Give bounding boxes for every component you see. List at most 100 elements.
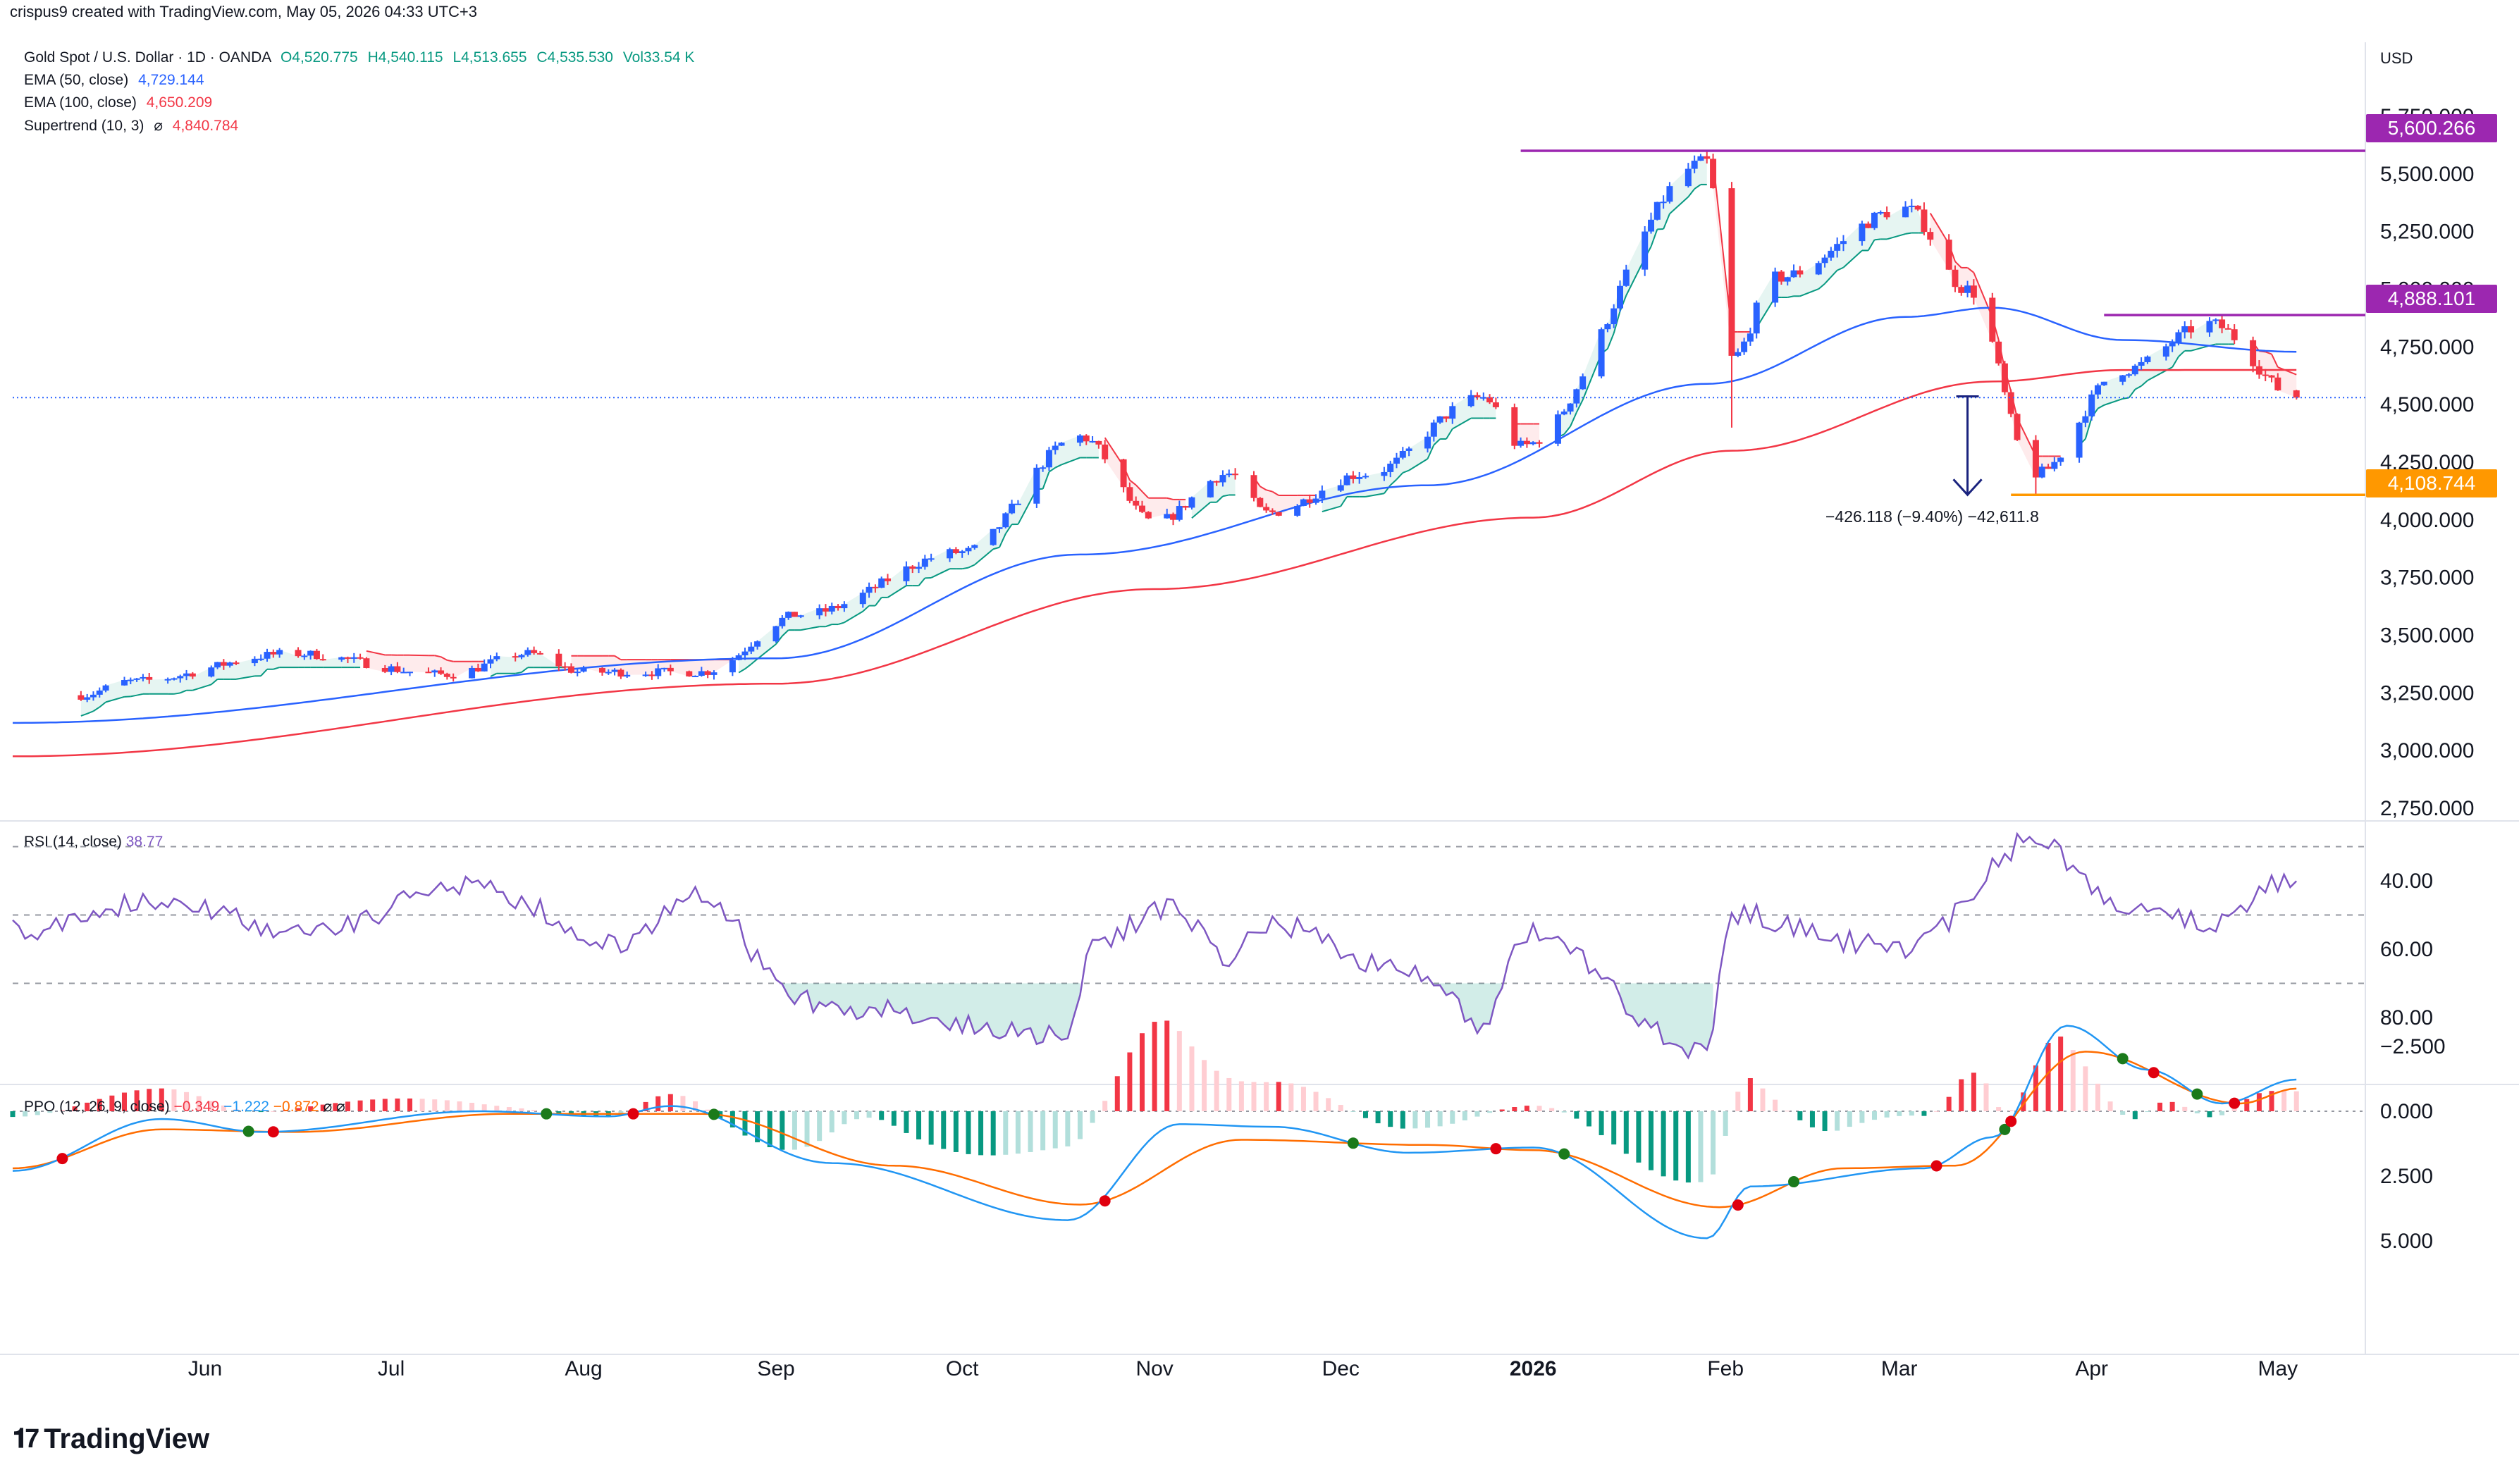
ppo-cross-dot: [541, 1108, 553, 1120]
supertrend-visibility-icon[interactable]: ⌀: [154, 118, 163, 134]
ppo-histogram-bar: [2120, 1111, 2126, 1115]
candle-body: [562, 666, 569, 668]
supertrend-layer: [80, 156, 2297, 717]
supertrend-line: [918, 577, 926, 586]
ppo-histogram-bar: [2157, 1102, 2163, 1111]
ema100-legend[interactable]: EMA (100, close) 4,650.209: [24, 94, 212, 111]
supertrend-fill: [1669, 168, 1689, 214]
ppo-histogram-bar: [134, 1090, 140, 1111]
ppo-value-1: −0.349: [173, 1099, 220, 1115]
candle-body: [1691, 161, 1698, 169]
supertrend-legend[interactable]: Supertrend (10, 3) ⌀ 4,840.784: [24, 117, 238, 135]
ppo-cross-dot: [1558, 1148, 1570, 1160]
candle-body: [698, 671, 705, 676]
ppo-histogram-bar: [1202, 1060, 1207, 1111]
ppo-signal-line: [12, 1051, 2297, 1208]
ppo-cross-dot: [708, 1108, 720, 1120]
supertrend-fill: [173, 676, 180, 694]
ppo-histogram-bar: [2269, 1091, 2274, 1111]
supertrend-line: [130, 694, 137, 698]
ema50-line: [13, 307, 2297, 724]
time-tick-label: Nov: [1135, 1357, 1173, 1380]
supertrend-line: [1824, 276, 1832, 285]
candle-body: [1604, 324, 1611, 330]
ppo-histogram-bar: [357, 1100, 363, 1111]
candle-body: [257, 658, 264, 660]
ppo-histogram-bar: [506, 1107, 512, 1111]
supertrend-fill: [2042, 456, 2049, 469]
candle-body: [1045, 450, 1052, 468]
candle-body: [474, 667, 481, 672]
candle-body: [2255, 366, 2262, 375]
ppo-histogram-bar: [333, 1103, 338, 1111]
candle-body: [741, 651, 749, 655]
candle-body: [1486, 397, 1493, 403]
ppo-histogram-bar: [2169, 1101, 2175, 1111]
ppo-histogram-bar: [1003, 1111, 1009, 1155]
supertrend-fill: [1086, 440, 1093, 458]
supertrend-fill: [1582, 329, 1602, 400]
ppo-histogram-bar: [1884, 1111, 1890, 1118]
supertrend-line: [1004, 524, 1013, 534]
candle-body: [127, 679, 134, 681]
supertrend-line: [490, 672, 498, 677]
supertrend-fill: [453, 661, 472, 679]
candle-body: [816, 608, 823, 616]
supertrend-line: [1886, 233, 1906, 240]
supertrend-line: [744, 663, 752, 670]
supertrend-fill: [1272, 491, 1279, 516]
ppo-histogram-bar: [283, 1109, 288, 1111]
supertrend-line: [862, 605, 870, 612]
supertrend-fill: [1477, 397, 1484, 419]
candle-body: [2219, 319, 2226, 328]
candle-body: [704, 671, 711, 675]
time-tick-label: Feb: [1707, 1357, 1744, 1380]
candle-body: [859, 593, 866, 605]
ppo-histogram-bar: [1921, 1111, 1927, 1116]
supertrend-fill: [2017, 418, 2036, 478]
ppo-histogram-bar: [953, 1111, 959, 1152]
symbol-legend[interactable]: Gold Spot / U.S. Dollar · 1D · OANDA O4,…: [24, 49, 694, 66]
ppo-histogram-bar: [47, 1111, 53, 1113]
rsi-legend[interactable]: RSI (14, close) 38.77: [24, 834, 163, 851]
ppo-histogram-bar: [2095, 1083, 2100, 1111]
candle-body: [313, 650, 320, 660]
candle-body: [338, 657, 345, 660]
candle-body: [2206, 321, 2213, 333]
supertrend-fill: [186, 673, 193, 691]
supertrend-fill: [341, 657, 348, 668]
supertrend-line: [1575, 400, 1584, 413]
ppo-histogram-bar: [23, 1111, 28, 1117]
measure-label: −426.118 (−9.40%) −42,611.8: [1825, 507, 2039, 526]
ppo-cross-dot: [1099, 1195, 1111, 1207]
ppo-visibility-icon-2[interactable]: ⌀: [335, 1099, 345, 1115]
supertrend-line: [1365, 493, 1385, 497]
ppo-visibility-icon[interactable]: ⌀: [323, 1099, 333, 1115]
time-tick-label: Oct: [946, 1357, 979, 1380]
ppo-histogram-bar: [829, 1111, 834, 1133]
ema50-legend[interactable]: EMA (50, close) 4,729.144: [24, 72, 204, 89]
candle-body: [493, 656, 500, 660]
supertrend-line: [1042, 471, 1050, 490]
time-tick-label: Mar: [1881, 1357, 1918, 1380]
supertrend-fill: [1533, 423, 1540, 444]
price-tick-label: 3,250.000: [2380, 681, 2474, 705]
ppo-histogram-bar: [2182, 1106, 2188, 1111]
ppo-histogram-bar: [1226, 1077, 1232, 1111]
tradingview-logo[interactable]: 𝟏7 TradingView: [13, 1423, 209, 1455]
tradingview-logo-icon: 𝟏7: [13, 1424, 39, 1454]
candle-body: [1573, 389, 1580, 404]
supertrend-line: [99, 701, 106, 708]
candle-body: [2100, 381, 2107, 385]
ppo-legend[interactable]: PPO (12, 26, 9, close) −0.349 −1.222 −0.…: [24, 1098, 345, 1115]
candle-body: [1343, 475, 1350, 486]
supertrend-line: [1271, 490, 1279, 496]
rsi-pane: [12, 831, 2365, 1060]
candle-body: [1164, 514, 1171, 519]
ppo-histogram-bar: [308, 1106, 314, 1111]
candle-body: [1660, 202, 1667, 204]
supertrend-fill: [323, 657, 342, 668]
candle-body: [1865, 223, 1872, 228]
candle-body: [2131, 365, 2138, 375]
